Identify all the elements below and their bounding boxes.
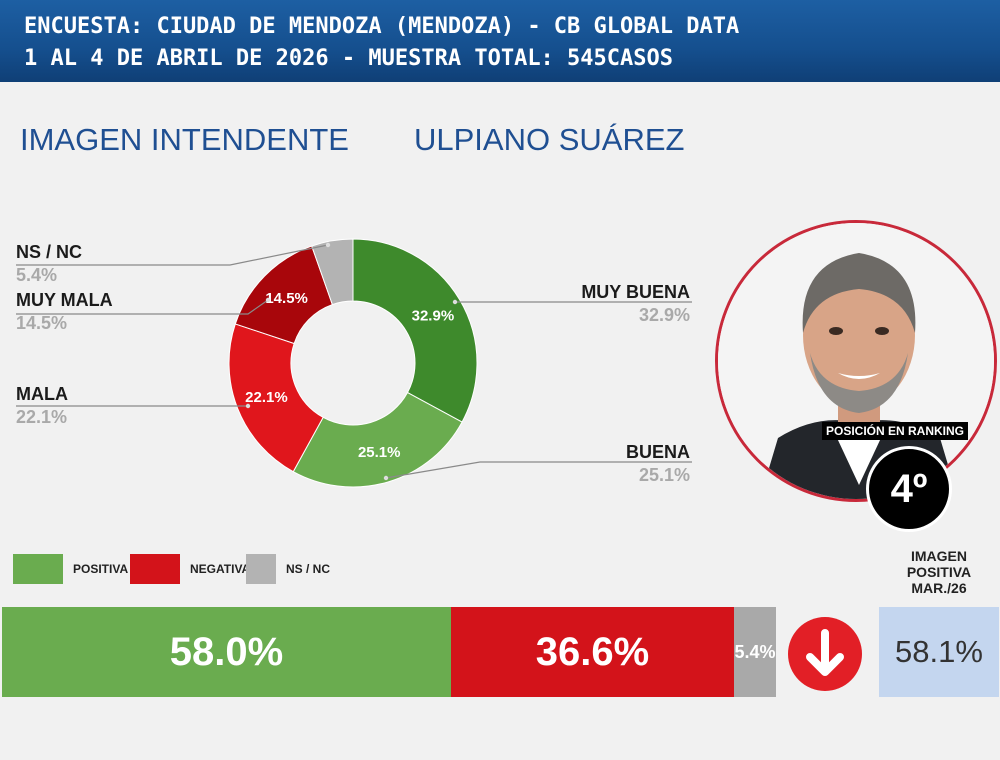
- bar-segment-ns-nc: 5.4%: [734, 607, 776, 697]
- donut-label-buena: 25.1%: [358, 444, 401, 461]
- legend-swatch-negativa: [130, 554, 180, 584]
- header-title-line2: 1 AL 4 DE ABRIL DE 2026 - MUESTRA TOTAL:…: [24, 46, 674, 71]
- candidate-photo: [715, 220, 997, 502]
- legend-label-positiva: POSITIVA: [73, 562, 129, 576]
- label-mala-name: MALA: [16, 384, 68, 404]
- legend-label-negativa: NEGATIVA: [190, 562, 251, 576]
- leader-dot-mala: [245, 403, 251, 409]
- previous-title-line3: MAR./26: [911, 580, 967, 596]
- leader-dot-ns-nc: [325, 242, 331, 248]
- legend-label-ns-nc: NS / NC: [286, 562, 331, 576]
- donut-label-mala: 22.1%: [245, 389, 288, 406]
- label-mala-value: 22.1%: [16, 407, 68, 427]
- label-ns-nc-value: 5.4%: [16, 265, 58, 285]
- label-ns-nc-name: NS / NC: [16, 242, 83, 262]
- leader-dot-buena: [383, 475, 389, 481]
- donut-label-muy-mala: 14.5%: [265, 290, 308, 307]
- label-buena-name: BUENA: [625, 442, 690, 462]
- donut-slice-ns-nc: [311, 238, 354, 306]
- arrow-down-icon: [806, 629, 844, 676]
- label-ns-nc: NS / NC 5.4%: [16, 242, 82, 286]
- label-muy-buena-value: 32.9%: [638, 305, 690, 325]
- previous-value-box: 58.1%: [879, 607, 999, 697]
- stacked-bar: 58.0% 36.6% 5.4%: [2, 607, 776, 697]
- label-muy-buena: MUY BUENA 32.9%: [540, 282, 690, 326]
- label-muy-mala: MUY MALA 14.5%: [16, 290, 113, 334]
- bar-segment-positiva: 58.0%: [2, 607, 451, 697]
- label-mala: MALA 22.1%: [16, 384, 68, 428]
- donut-slice-muy-mala: [234, 245, 334, 345]
- previous-title-line1: IMAGEN: [911, 548, 967, 564]
- ranking-badge: 4º: [866, 446, 952, 532]
- leader-dot-muy-buena: [452, 299, 458, 305]
- header-banner: ENCUESTA: CIUDAD DE MENDOZA (MENDOZA) - …: [0, 0, 1000, 82]
- label-buena: BUENA 25.1%: [540, 442, 690, 486]
- legend-item-positiva: POSITIVA: [13, 554, 128, 584]
- bar-segment-negativa: 36.6%: [451, 607, 734, 697]
- legend-item-negativa: NEGATIVA: [130, 554, 250, 584]
- legend-item-ns-nc: NS / NC: [246, 554, 330, 584]
- section-title-name: ULPIANO SUÁREZ: [414, 122, 685, 157]
- label-muy-buena-name: MUY BUENA: [581, 282, 690, 302]
- section-title-image: IMAGEN INTENDENTE: [20, 122, 349, 157]
- label-muy-mala-value: 14.5%: [16, 313, 68, 333]
- person-portrait-icon: [718, 223, 994, 499]
- leader-dot-muy-mala: [265, 297, 271, 303]
- previous-title-line2: POSITIVA: [906, 564, 972, 580]
- legend-swatch-positiva: [13, 554, 63, 584]
- donut-slice-buena: [292, 391, 463, 488]
- legend-swatch-ns-nc: [246, 554, 276, 584]
- label-muy-mala-name: MUY MALA: [16, 290, 113, 310]
- donut-slice-mala: [228, 323, 324, 473]
- header-title-line1: ENCUESTA: CIUDAD DE MENDOZA (MENDOZA) - …: [24, 14, 740, 39]
- previous-image-title: IMAGEN POSITIVA MAR./26: [880, 548, 998, 596]
- label-buena-value: 25.1%: [638, 465, 690, 485]
- donut-slice-muy-buena: [352, 238, 478, 423]
- ranking-label: POSICIÓN EN RANKING: [822, 422, 969, 440]
- trend-indicator: [788, 617, 862, 691]
- donut-label-muy-buena: 32.9%: [412, 307, 455, 324]
